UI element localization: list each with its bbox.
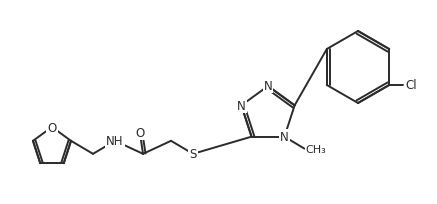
Text: N: N bbox=[280, 131, 289, 143]
Text: O: O bbox=[47, 121, 57, 134]
Text: CH₃: CH₃ bbox=[305, 144, 326, 154]
Text: N: N bbox=[237, 99, 246, 112]
Text: Cl: Cl bbox=[405, 79, 417, 92]
Text: NH: NH bbox=[106, 135, 124, 148]
Text: S: S bbox=[189, 148, 197, 161]
Text: O: O bbox=[135, 127, 145, 140]
Text: N: N bbox=[264, 80, 272, 93]
